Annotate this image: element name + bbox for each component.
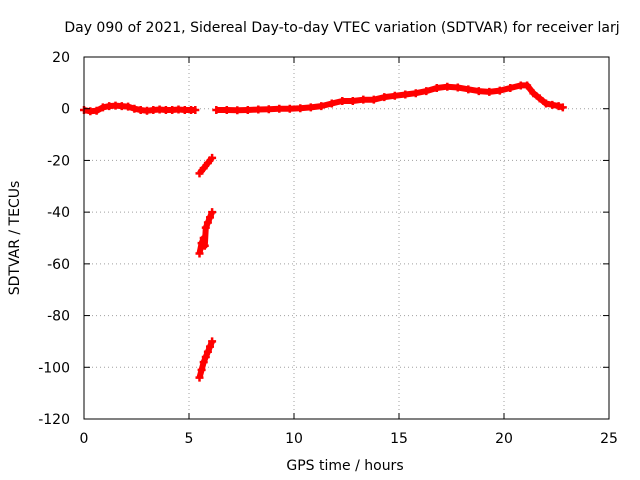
data-point <box>523 81 532 90</box>
data-point <box>390 91 399 100</box>
data-point <box>243 106 252 115</box>
data-point <box>529 89 538 98</box>
data-point <box>275 104 284 113</box>
y-tick-label: -100 <box>38 360 70 376</box>
data-point <box>485 87 494 96</box>
data-point <box>411 89 420 98</box>
data-point <box>285 104 294 113</box>
data-point <box>264 105 273 114</box>
data-point <box>201 352 210 361</box>
data-point <box>495 86 504 95</box>
y-axis-label: SDTVAR / TECUs <box>7 181 23 296</box>
data-point <box>506 84 515 93</box>
data-point <box>199 358 208 367</box>
data-point <box>195 169 204 178</box>
data-point <box>542 99 550 108</box>
y-tick-label: -60 <box>47 257 70 273</box>
data-point <box>296 104 305 113</box>
grid <box>84 57 609 419</box>
data-point <box>203 159 212 168</box>
data-point <box>474 87 483 96</box>
y-tick-label: 20 <box>52 50 70 66</box>
ticks: 0 5 10 15 20 25 -120 -100 -80 -60 -40 -20 0 20 <box>38 50 618 447</box>
data-point <box>338 96 347 105</box>
data-point <box>130 104 139 113</box>
data-point <box>554 102 563 111</box>
data-point <box>422 87 431 96</box>
x-tick-label: 5 <box>185 431 194 447</box>
chart-title: Day 090 of 2021, Sidereal Day-to-day VTE… <box>64 20 619 36</box>
data-point <box>206 213 214 222</box>
data-point <box>233 106 242 115</box>
data-point <box>380 93 389 102</box>
x-tick-label: 10 <box>285 431 303 447</box>
data-point <box>548 100 557 109</box>
data-point <box>558 103 567 112</box>
data-point <box>208 153 217 162</box>
x-tick-label: 20 <box>495 431 513 447</box>
data-point <box>199 164 208 173</box>
x-tick-label: 25 <box>600 431 618 447</box>
data-point <box>92 106 101 115</box>
data-series <box>80 81 567 382</box>
data-point <box>401 90 410 99</box>
data-point <box>124 102 133 111</box>
data-point <box>203 347 212 356</box>
x-axis-label: GPS time / hours <box>286 458 403 474</box>
data-point <box>432 84 441 93</box>
y-tick-label: -40 <box>47 205 70 221</box>
data-point <box>317 102 326 111</box>
y-tick-label: -80 <box>47 309 70 325</box>
data-point <box>195 373 204 382</box>
y-tick-label: -20 <box>47 153 70 169</box>
data-point <box>443 82 452 91</box>
data-point <box>208 337 217 346</box>
data-point <box>535 94 544 103</box>
y-tick-label: 0 <box>61 102 70 118</box>
x-tick-label: 15 <box>390 431 408 447</box>
data-point <box>199 234 208 242</box>
plot-frame <box>83 56 610 420</box>
data-point <box>222 106 231 115</box>
data-point <box>208 208 217 217</box>
data-point <box>200 241 209 250</box>
data-point <box>98 103 107 112</box>
data-point <box>197 365 206 374</box>
data-point <box>306 103 315 112</box>
y-tick-label: -120 <box>38 412 70 428</box>
data-point <box>369 95 378 104</box>
data-point <box>464 85 473 94</box>
data-point <box>254 105 263 114</box>
x-tick-label: 0 <box>80 431 89 447</box>
data-point <box>201 223 210 232</box>
data-point <box>453 83 462 92</box>
data-trace <box>197 155 215 176</box>
data-point <box>206 342 214 351</box>
data-point <box>191 106 200 115</box>
data-point <box>348 96 357 105</box>
data-point <box>203 218 212 227</box>
data-point <box>359 95 368 104</box>
data-point <box>327 99 336 108</box>
data-point <box>212 106 221 115</box>
data-point <box>195 249 204 258</box>
